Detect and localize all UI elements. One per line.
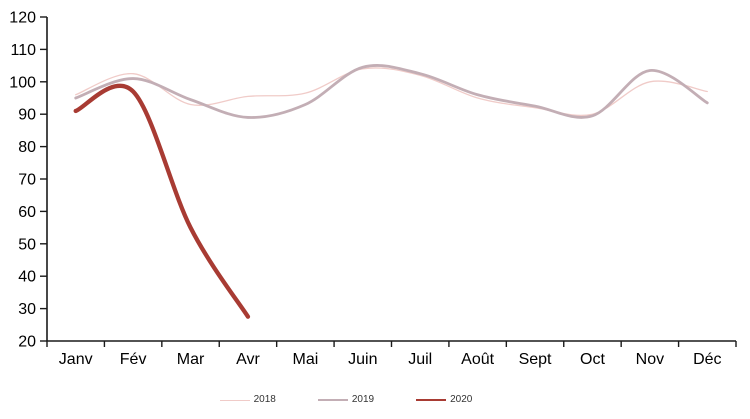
- y-axis-label: 60: [18, 204, 36, 221]
- legend-item-2018: 2018: [219, 394, 276, 405]
- y-axis-label: 120: [9, 10, 36, 27]
- x-axis-label: Janv: [59, 351, 93, 368]
- x-axis-label: Sept: [519, 351, 552, 368]
- legend-label: 2018: [253, 394, 276, 405]
- x-axis-label: Nov: [636, 351, 664, 368]
- y-axis-label: 30: [18, 301, 36, 318]
- legend-item-2020: 2020: [416, 395, 472, 405]
- y-axis-label: 110: [10, 42, 36, 59]
- x-axis-label: Juin: [348, 351, 377, 368]
- x-axis-label: Avr: [236, 351, 260, 368]
- y-axis-label: 70: [18, 172, 36, 189]
- x-axis-label: Juil: [408, 351, 432, 368]
- x-axis-label: Mar: [177, 351, 205, 368]
- legend-line-swatch: [416, 399, 447, 401]
- x-axis-label: Déc: [693, 351, 721, 368]
- chart-legend: 2018 2019 2020: [0, 391, 750, 409]
- y-axis-label: 40: [18, 269, 36, 286]
- legend-line-swatch: [219, 399, 250, 401]
- legend-label: 2020: [450, 394, 473, 405]
- y-axis-label: 90: [18, 107, 36, 124]
- y-axis-label: 100: [9, 74, 36, 91]
- x-axis-label: Août: [461, 351, 494, 368]
- y-axis-label: 20: [18, 334, 36, 351]
- x-axis-label: Mai: [292, 351, 318, 368]
- legend-line-swatch: [317, 399, 348, 401]
- series-line-2020: [73, 83, 251, 319]
- x-axis-label: Oct: [580, 351, 605, 368]
- series-line-2019: [74, 64, 709, 119]
- legend-label: 2019: [351, 394, 375, 405]
- y-axis-label: 50: [18, 236, 36, 253]
- x-axis-label: Fév: [120, 351, 147, 368]
- y-axis-label: 80: [18, 139, 36, 156]
- legend-item-2019: 2019: [317, 394, 375, 405]
- plot-area: 20 30 40 50 60 70 80 90 100 110 120 Janv Fév Mar Avr Ma…: [9, 10, 737, 368]
